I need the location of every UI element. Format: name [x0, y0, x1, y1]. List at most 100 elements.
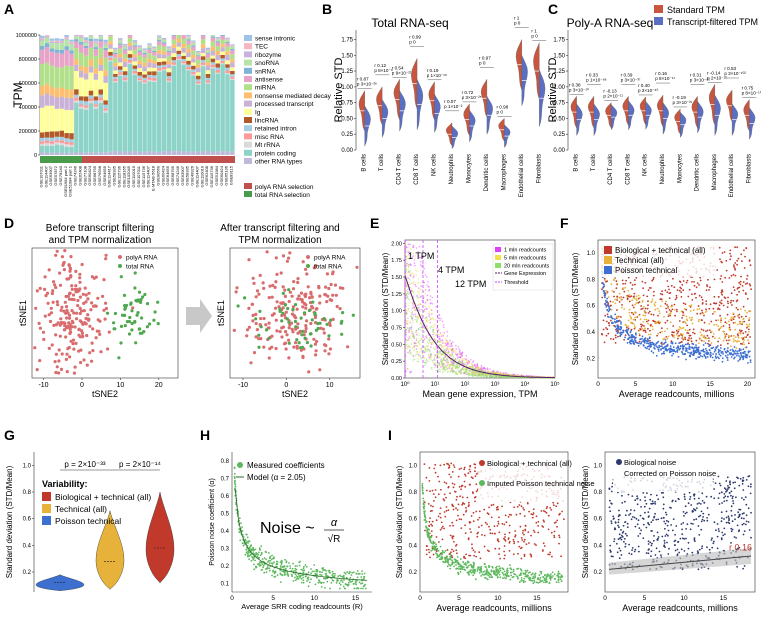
point-polya — [51, 300, 55, 304]
data-point — [432, 326, 435, 329]
bar-segment — [196, 67, 201, 73]
bar-segment — [88, 35, 94, 36]
bar-segment — [127, 50, 133, 55]
data-point — [708, 329, 711, 331]
bar-segment — [230, 74, 235, 77]
data-point — [432, 335, 435, 338]
bar-segment — [142, 83, 147, 152]
bar-segment — [157, 67, 162, 71]
data-point — [606, 328, 609, 331]
data-point — [484, 368, 487, 370]
data-point — [605, 280, 607, 283]
data-point — [486, 368, 489, 371]
bar-segment — [132, 57, 138, 62]
point-polya — [309, 321, 313, 326]
point-polya — [85, 363, 89, 367]
point-polya — [73, 365, 77, 369]
bar-segment — [225, 67, 230, 71]
data-point — [652, 319, 654, 322]
data-point — [405, 270, 408, 273]
bar-segment — [186, 48, 191, 53]
data-point — [672, 352, 675, 355]
data-point — [616, 325, 619, 327]
data-point — [684, 329, 687, 331]
data-point — [496, 375, 499, 377]
data-point — [433, 318, 435, 321]
stacked-bars — [40, 35, 235, 155]
bar-segment — [210, 46, 216, 51]
data-point — [438, 364, 441, 367]
data-point — [473, 370, 475, 372]
data-point — [627, 289, 630, 292]
bar-segment — [186, 36, 191, 38]
data-point — [722, 325, 725, 327]
cell-label: Macrophages — [712, 154, 718, 190]
data-point — [734, 274, 737, 277]
data-point — [620, 299, 623, 301]
data-point — [411, 310, 414, 313]
data-point — [657, 332, 659, 335]
data-point — [412, 252, 414, 254]
point-polya — [293, 341, 298, 345]
bar-segment — [191, 46, 196, 51]
data-point — [407, 368, 410, 371]
tick-label: 0.75 — [341, 101, 353, 107]
bar-segment — [157, 45, 162, 51]
data-point — [676, 332, 679, 334]
point-polya — [273, 285, 277, 289]
data-point — [678, 326, 681, 328]
data-point — [710, 320, 713, 323]
bar-segment — [54, 88, 60, 98]
sample-label: GSE58335 — [112, 165, 117, 185]
data-point — [407, 249, 409, 252]
data-point — [648, 348, 650, 351]
bar-segment — [191, 74, 196, 76]
data-point — [714, 337, 716, 339]
data-point — [658, 310, 661, 312]
data-point — [669, 349, 671, 352]
data-point — [605, 327, 607, 329]
point-polya — [292, 314, 296, 318]
bar-segment — [69, 142, 74, 145]
data-point — [601, 333, 604, 336]
data-point — [700, 296, 703, 299]
point-polya — [74, 269, 78, 273]
data-point — [685, 350, 688, 352]
annotation: 1 TPM — [408, 251, 434, 261]
data-point — [461, 352, 464, 354]
sample-label: GSE114407 — [146, 165, 151, 187]
bar-segment — [40, 141, 45, 144]
data-point — [745, 283, 747, 285]
data-point — [409, 263, 412, 266]
legend-item: TEC — [255, 44, 268, 51]
data-point — [745, 346, 748, 349]
bar-segment — [191, 42, 196, 43]
point-polya — [35, 368, 39, 372]
bar-segment — [171, 35, 177, 40]
bar-segment — [113, 73, 118, 77]
data-point — [404, 273, 407, 275]
bar-segment — [83, 96, 89, 102]
point-polya — [77, 327, 81, 331]
tick-label: 1.50 — [391, 275, 402, 281]
data-point — [719, 327, 722, 330]
bar-segment — [142, 62, 147, 67]
bar-segment — [157, 70, 162, 72]
data-point — [649, 339, 651, 342]
point-polya — [72, 311, 76, 315]
data-point — [666, 291, 669, 293]
data-point — [656, 321, 658, 324]
tick-label: 0 — [34, 153, 37, 159]
data-point — [749, 284, 752, 287]
data-point — [460, 355, 463, 358]
tick-label: 1.00 — [391, 309, 402, 315]
bar-segment — [103, 76, 108, 83]
bar-segment — [176, 54, 181, 57]
data-point — [485, 373, 488, 376]
sample-label: GSE114407 — [194, 165, 199, 187]
bar-segment — [79, 36, 84, 38]
data-point — [420, 350, 423, 352]
bar-segment — [74, 64, 79, 71]
point-polya — [78, 272, 82, 276]
point-polya — [287, 299, 291, 304]
